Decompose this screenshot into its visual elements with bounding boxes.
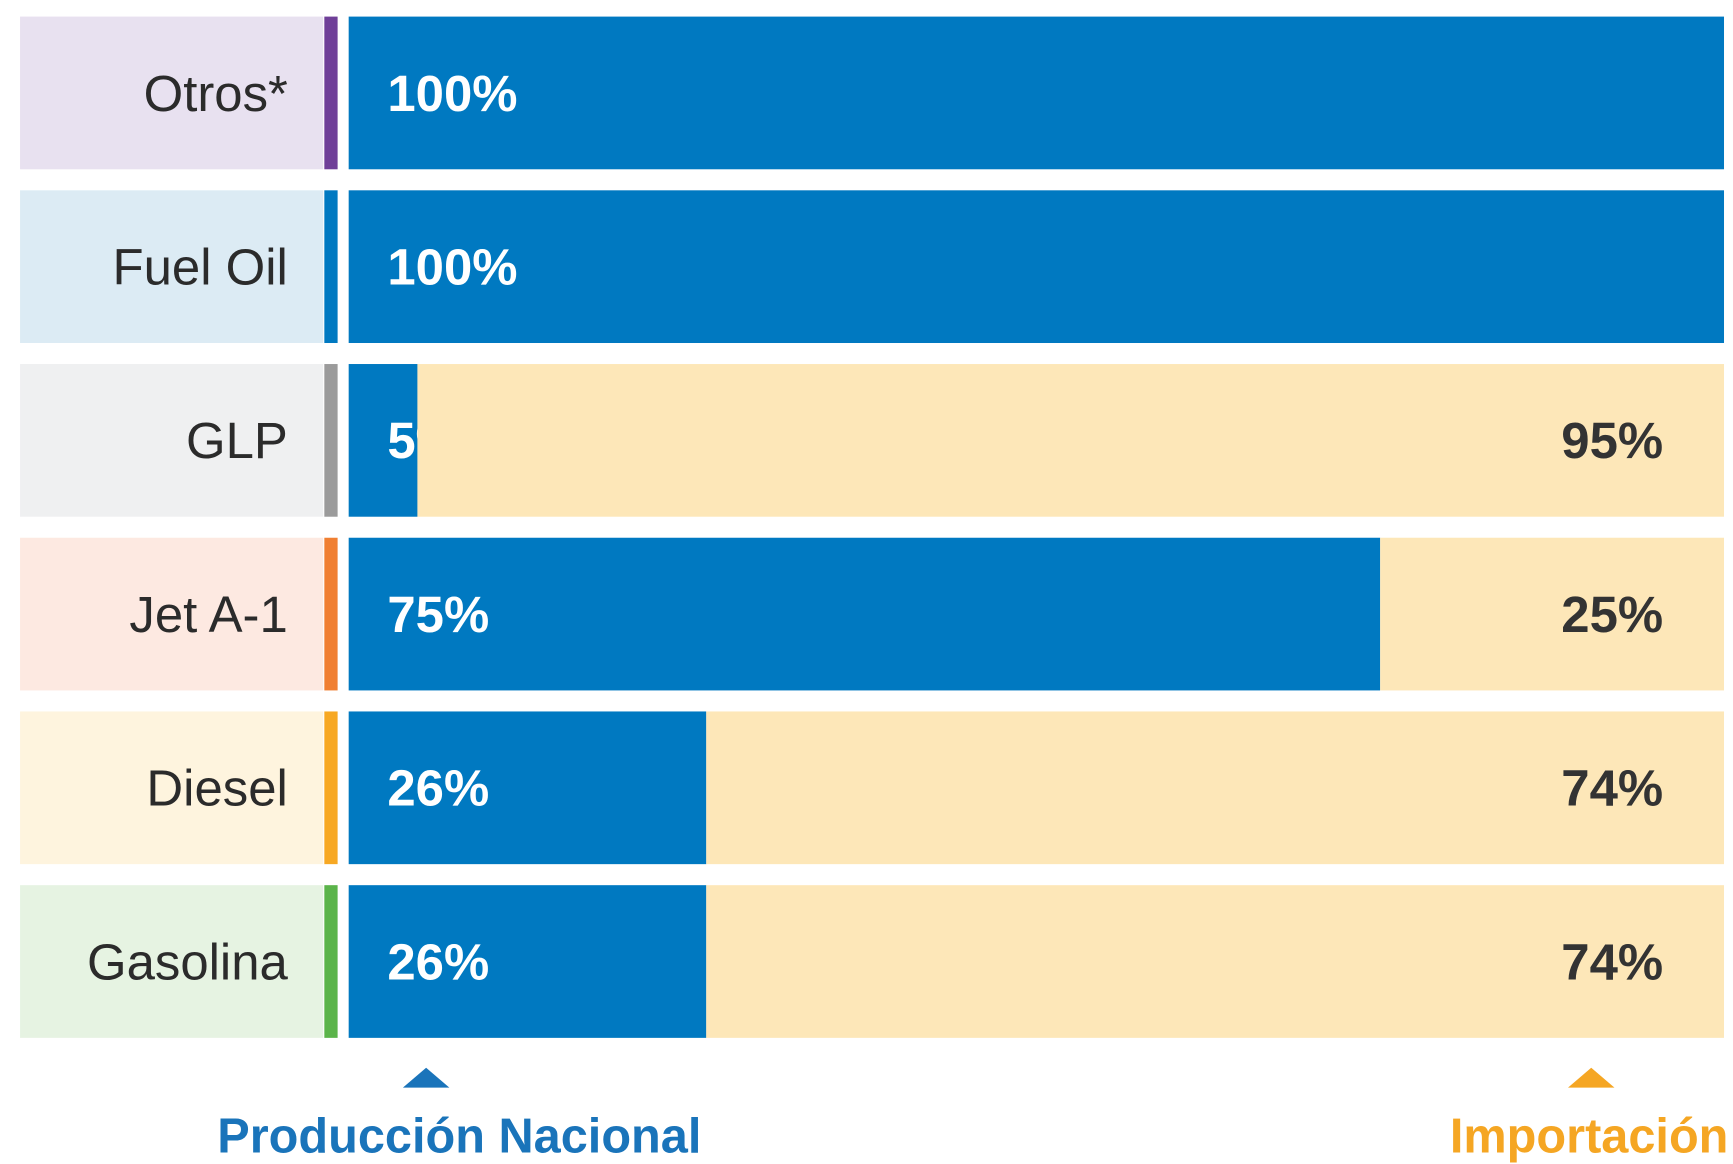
label-box [20, 711, 324, 865]
value-label: 26% [387, 760, 489, 817]
value-label: 75% [387, 586, 489, 643]
legend-marker [402, 1067, 450, 1088]
label-box [20, 364, 324, 517]
accent-stripe [324, 16, 338, 170]
accent-stripe [324, 190, 338, 344]
value-label: 95% [1561, 412, 1663, 469]
category-label: Fuel Oil [113, 239, 288, 296]
label-box [20, 537, 324, 691]
category-label: Otros* [144, 65, 288, 122]
category-label: Gasolina [87, 933, 288, 990]
category-label: Diesel [146, 760, 287, 817]
bar-segment [348, 885, 707, 1038]
label-box [20, 885, 324, 1038]
accent-stripe [324, 364, 338, 517]
accent-stripe [324, 711, 338, 865]
value-label: 25% [1561, 586, 1663, 643]
bar-segment [417, 364, 1725, 517]
accent-stripe [324, 537, 338, 691]
bar-segment [348, 364, 418, 517]
accent-stripe [324, 885, 338, 1038]
legend-label: Producción Nacional [217, 1110, 701, 1164]
value-label: 26% [387, 933, 489, 990]
legend-label: Importación [1450, 1110, 1729, 1164]
bar-segment [348, 16, 1725, 170]
value-label: 74% [1561, 760, 1663, 817]
bar-segment [1380, 537, 1725, 691]
bar-segment [706, 711, 1725, 865]
value-label: 100% [387, 65, 517, 122]
bar-segment [348, 711, 707, 865]
value-label: 74% [1561, 933, 1663, 990]
bar-segment [348, 537, 1381, 691]
bar-segment [706, 885, 1725, 1038]
label-box [20, 190, 324, 344]
bar-segment [348, 190, 1725, 344]
label-box [20, 16, 324, 170]
legend-marker [1567, 1067, 1615, 1088]
value-label: 100% [387, 239, 517, 296]
category-label: GLP [186, 412, 288, 469]
category-label: Jet A-1 [129, 586, 287, 643]
